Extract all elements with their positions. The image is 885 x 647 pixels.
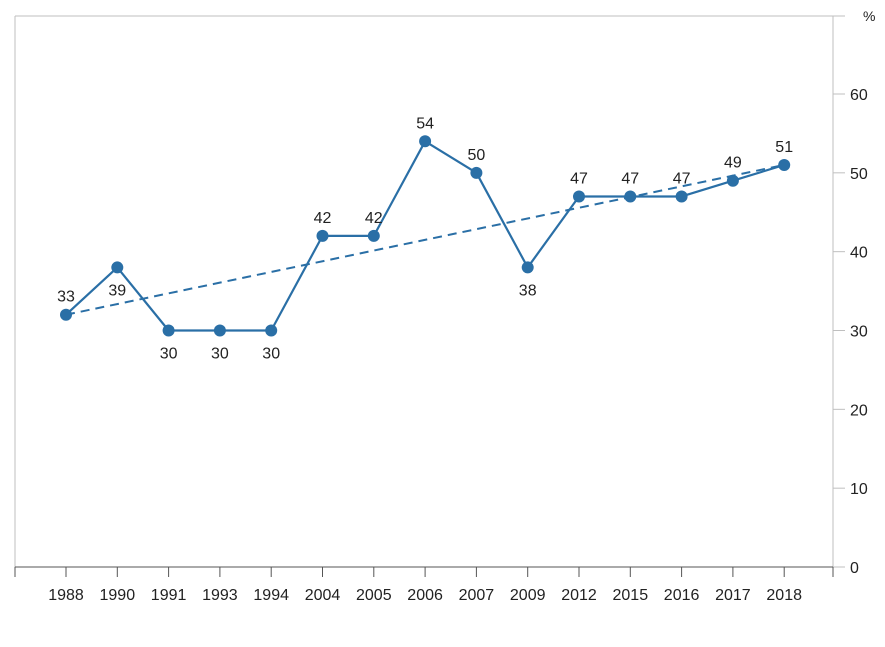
data-point [111,261,124,274]
x-tick-label: 2009 [510,587,546,604]
data-label: 47 [570,170,588,187]
x-tick-label: 2015 [613,587,649,604]
data-label: 30 [211,346,229,363]
y-tick-label: 30 [850,324,868,341]
data-label: 38 [519,282,537,299]
x-tick-label: 1988 [48,587,84,604]
data-point [573,190,585,203]
series-layer [60,135,791,337]
x-tick-label: 1991 [151,587,187,604]
data-label: 33 [57,289,75,306]
x-tick-label: 2007 [459,587,495,604]
data-label: 47 [621,170,639,187]
data-point [316,229,329,242]
data-label: 30 [160,346,178,363]
x-tick-label: 2016 [664,587,700,604]
data-label: 42 [314,210,332,227]
y-tick-label: 10 [850,481,868,498]
data-label: 50 [468,147,486,164]
data-point [778,158,791,171]
data-point [624,190,637,203]
data-point [265,324,278,337]
x-tick-label: 2004 [305,587,341,604]
data-point [213,324,226,337]
data-label: 30 [262,346,280,363]
x-tick-label: 2018 [766,587,802,604]
data-label: 49 [724,155,742,172]
data-point [726,174,739,187]
data-point [675,190,688,203]
data-label: 54 [416,115,434,132]
trendline-layer [65,163,785,316]
x-tick-label: 2012 [561,587,597,604]
data-point [521,261,534,274]
y-tick-label: 0 [850,560,859,577]
data-label: 47 [673,170,691,187]
x-tick-label: 1994 [253,587,289,604]
x-tick-label: 2005 [356,587,392,604]
x-tick-label: 2006 [407,587,443,604]
chart-frame [14,15,834,568]
axes: 0 10 20 30 40 50 60% 1988 1990 1991 1993 1994 2004 20… [14,8,875,604]
x-tick-label: 1990 [100,587,136,604]
data-label: 42 [365,210,383,227]
data-labels: 33 39 30 30 30 42 42 54 50 38 47 47 47 49 51 [57,115,793,362]
y-tick-label: 60 [850,87,868,104]
data-point [162,324,175,337]
y-tick-label: 40 [850,245,868,262]
y-unit-label: % [863,8,875,24]
data-point [367,229,380,242]
y-tick-label: 20 [850,402,868,419]
x-tick-label: 1993 [202,587,238,604]
data-point [419,135,432,148]
trendline [65,163,785,316]
x-tick-label: 2017 [715,587,751,604]
data-label: 51 [775,139,793,156]
data-point [470,166,483,179]
y-tick-label: 50 [850,166,868,183]
data-label: 39 [108,282,126,299]
data-point [60,308,72,321]
